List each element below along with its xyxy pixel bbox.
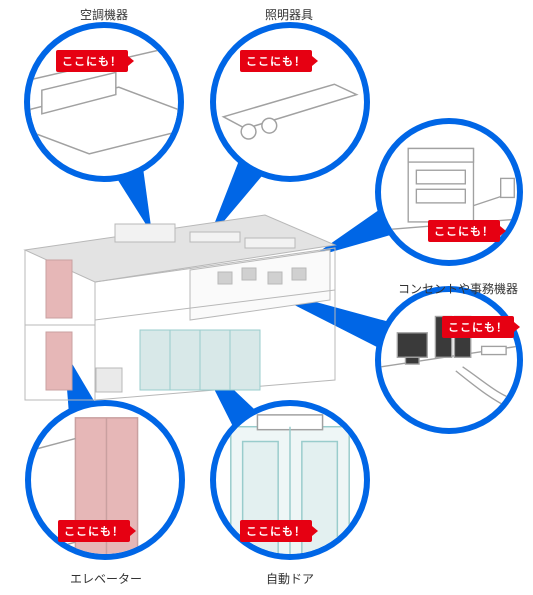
badge-outlet: ここにも！ [428,220,500,242]
label-elevator: エレベーター [70,570,142,587]
callout-desk-art [381,292,517,428]
label-autodoor: 自動ドア [266,570,314,587]
badge-elevator: ここにも！ [58,520,130,542]
badge-autodoor: ここにも！ [240,520,312,542]
callout-outlet [375,118,523,266]
callout-aircon [24,22,184,182]
callout-lighting [210,22,370,182]
badge-aircon: ここにも！ [56,50,128,72]
label-lighting: 照明器具 [265,6,313,23]
label-outlet: コンセントや事務機器 [398,280,518,297]
badge-desk: ここにも！ [442,316,514,338]
infographic-canvas: ここにも！ ここにも！ ここにも！ [0,0,533,595]
callout-desk [375,286,523,434]
label-aircon: 空調機器 [80,6,128,23]
badge-lighting: ここにも！ [240,50,312,72]
